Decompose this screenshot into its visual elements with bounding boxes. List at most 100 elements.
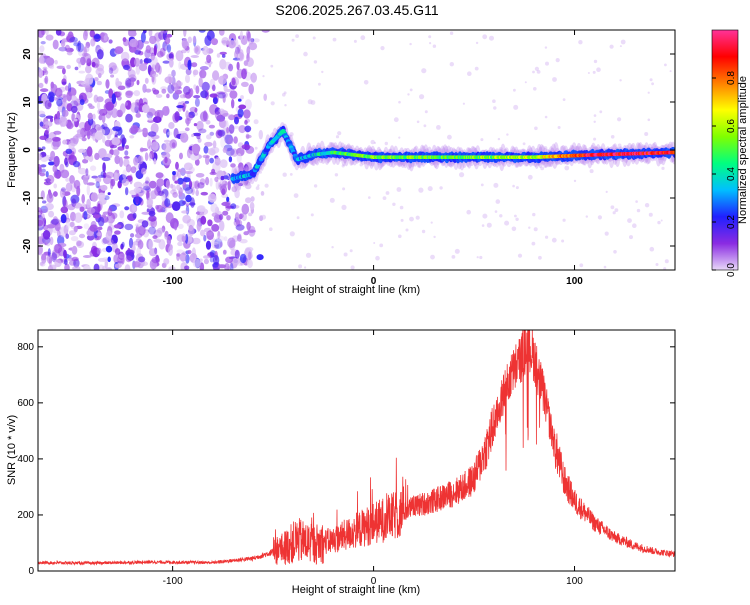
- spectrogram-noise-blob: [219, 30, 225, 36]
- spectrogram-noise-blob: [90, 192, 98, 202]
- spectrogram-noise-blob: [38, 153, 43, 161]
- spectrogram-noise-blob: [39, 113, 46, 118]
- spectrogram-noise-blob: [210, 203, 218, 213]
- spectrogram-noise-blob: [248, 251, 252, 261]
- spectrogram-speckle: [259, 170, 262, 174]
- spectrogram-noise-blob: [114, 248, 121, 255]
- spectrogram-noise-blob: [39, 121, 44, 127]
- spectrogram-noise-blob: [134, 57, 141, 67]
- spectrogram-noise-blob: [192, 69, 199, 76]
- spectrogram-speckle: [373, 242, 376, 244]
- spectrogram-noise-blob: [99, 108, 108, 116]
- spectrogram-noise-blob: [220, 137, 226, 149]
- spectrogram-noise-blob: [101, 157, 111, 162]
- spectrogram-noise-blob: [79, 206, 85, 212]
- spectrogram-noise-blob: [226, 215, 231, 221]
- spectrogram-noise-blob: [191, 133, 195, 138]
- spectrogram-noise-blob: [96, 80, 103, 86]
- spectrogram-noise-blob: [228, 137, 234, 145]
- spectrogram-noise-blob: [230, 163, 236, 168]
- spectrogram-speckle: [270, 64, 274, 68]
- snr-xlabel: Height of straight line (km): [292, 584, 420, 596]
- spectrogram-noise-blob: [45, 34, 54, 41]
- spectrogram-noise-blob: [128, 74, 137, 83]
- spectrogram-noise-blob: [71, 256, 79, 262]
- spectrogram-noise-blob: [192, 258, 201, 268]
- spectrogram-noise-blob: [65, 233, 69, 239]
- spectrogram-noise-blob: [247, 229, 256, 233]
- spectrogram-noise-blob: [213, 242, 220, 249]
- spectrogram-noise-blob: [168, 53, 174, 59]
- spectrogram-speckle: [538, 255, 542, 260]
- spectrogram-noise-blob: [215, 179, 220, 190]
- spectrogram-noise-blob: [193, 111, 198, 116]
- spectrogram-speckle: [424, 110, 428, 114]
- spectrogram-noise-blob: [135, 112, 141, 118]
- spectrogram-speckle: [370, 139, 375, 145]
- spectrogram-noise-blob: [130, 124, 139, 134]
- spectrogram-noise-blob: [79, 95, 84, 100]
- spectrogram-noise-blob: [230, 203, 237, 210]
- spectrogram-xlabel: Height of straight line (km): [292, 284, 420, 296]
- spectrogram-noise-blob: [148, 226, 157, 235]
- spectrogram-noise-blob: [218, 119, 227, 129]
- spectrogram-noise-blob: [81, 194, 85, 204]
- spectrogram-speckle: [493, 106, 497, 110]
- spectrogram-noise-blob: [96, 101, 101, 110]
- spectrogram-noise-blob: [92, 214, 101, 219]
- spectrogram-speckle: [498, 147, 504, 153]
- spectrogram-speckle: [644, 132, 649, 136]
- spectrogram-noise-blob: [155, 62, 161, 73]
- spectrogram-noise-blob: [111, 93, 117, 105]
- spectrogram-speckle: [534, 126, 538, 131]
- spectrogram-noise-blob: [244, 125, 252, 133]
- spectrogram-noise-blob: [135, 40, 143, 51]
- spectrogram-speckle: [524, 81, 527, 84]
- spectrogram-speckle: [482, 213, 488, 219]
- spectrogram-noise-blob: [59, 163, 65, 174]
- spectrogram-noise-blob: [181, 38, 188, 49]
- spectrogram-noise-blob: [78, 233, 86, 239]
- spectrogram-noise-blob: [86, 146, 93, 157]
- spectrogram-noise-blob: [103, 34, 108, 42]
- spectrogram-noise-blob: [180, 132, 189, 143]
- spectrogram-noise-blob: [140, 148, 148, 152]
- spectrogram-noise-blob: [108, 62, 117, 71]
- spectrogram-noise-blob: [68, 140, 75, 151]
- spectrogram-noise-blob: [238, 104, 247, 110]
- spectrogram-noise-blob: [211, 168, 216, 174]
- spectrogram-speckle: [343, 252, 348, 257]
- spectrogram-noise-blob: [237, 108, 244, 118]
- spectrogram-noise-blob: [209, 93, 218, 98]
- spectrogram-noise-blob: [240, 95, 244, 100]
- spectrogram-noise-blob: [187, 59, 192, 71]
- spectrogram-noise-blob: [66, 64, 71, 70]
- spectrogram-noise-blob: [139, 63, 148, 72]
- spectrogram-noise-blob: [190, 181, 199, 189]
- spectrogram-noise-blob: [237, 263, 245, 266]
- spectrogram-noise-blob: [149, 35, 157, 45]
- spectrogram-noise-blob: [148, 215, 157, 222]
- spectrogram-noise-blob: [97, 192, 106, 201]
- spectrogram-noise-blob: [203, 145, 209, 154]
- spectrogram-speckle: [511, 226, 517, 232]
- spectrogram-xtick-label: -100: [163, 276, 183, 287]
- spectrogram-noise-blob: [42, 156, 50, 161]
- spectrogram-speckle: [396, 187, 402, 192]
- spectrogram-noise-blob: [179, 152, 183, 160]
- spectrogram-speckle: [486, 222, 492, 228]
- spectrogram-noise-blob: [141, 167, 147, 175]
- spectrogram-noise-blob: [148, 180, 157, 189]
- spectrogram-noise-blob: [45, 123, 49, 129]
- spectrogram-noise-blob: [191, 143, 201, 154]
- spectrogram-noise-blob: [167, 131, 173, 136]
- spectrogram-noise-blob: [214, 238, 223, 250]
- spectrogram-noise-blob: [83, 223, 90, 230]
- spectrogram-noise-blob: [39, 45, 45, 53]
- spectrogram-noise-blob: [181, 235, 186, 243]
- spectrogram-noise-blob: [125, 90, 133, 99]
- spectrogram-noise-blob: [219, 59, 227, 70]
- spectrogram-noise-blob: [125, 255, 133, 263]
- spectrogram-speckle: [392, 202, 396, 206]
- spectrogram-noise-blob: [166, 235, 172, 246]
